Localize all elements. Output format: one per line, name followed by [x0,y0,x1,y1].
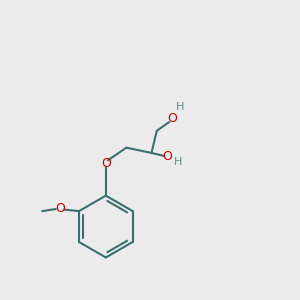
Text: O: O [162,150,172,163]
Text: H: H [174,157,182,167]
Text: O: O [167,112,177,125]
Text: O: O [101,157,111,170]
Text: H: H [176,102,184,112]
Text: O: O [55,202,65,215]
